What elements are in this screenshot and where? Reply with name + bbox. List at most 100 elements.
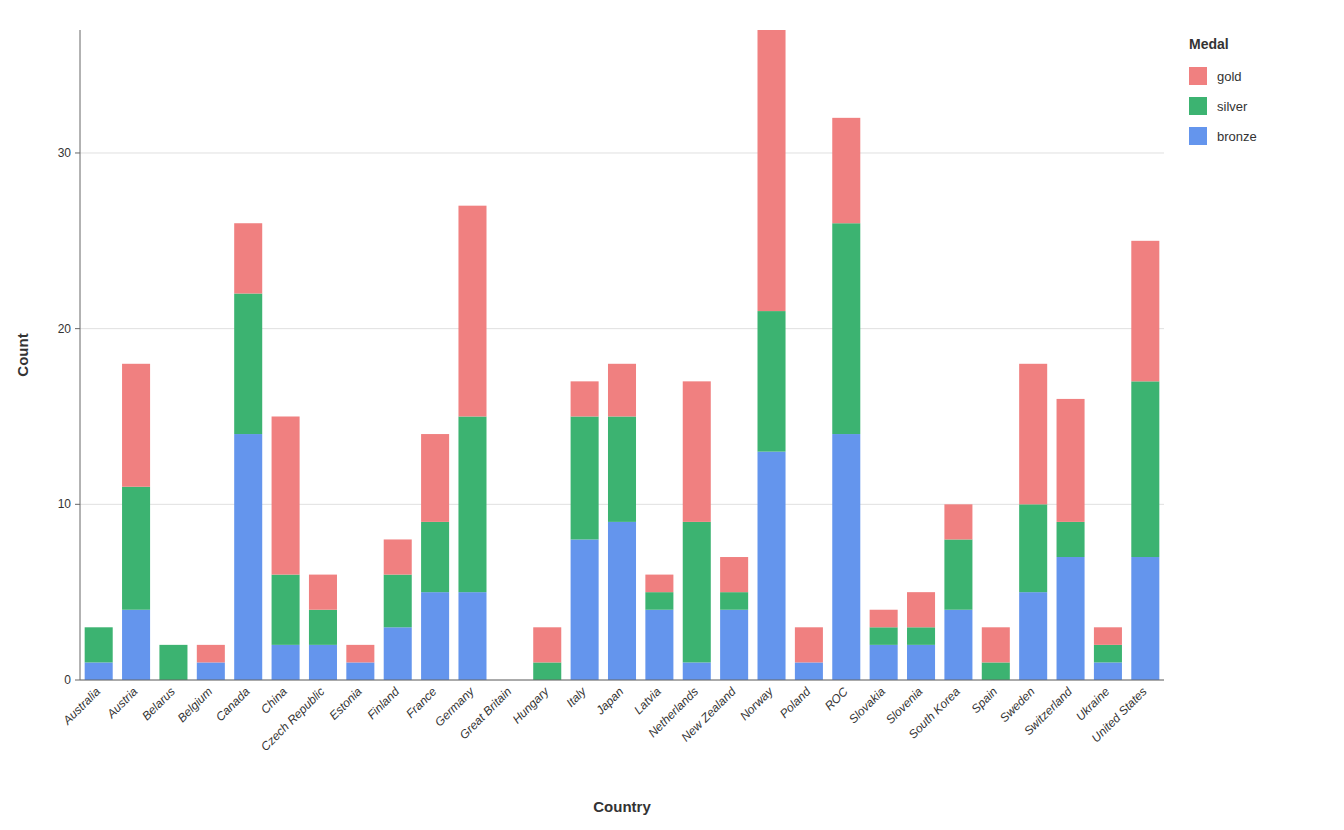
- bar-segment: [907, 592, 935, 627]
- x-tick-label: Austria: [103, 684, 140, 721]
- bar-segment: [1057, 557, 1085, 680]
- bar-segment: [758, 452, 786, 680]
- chart-svg: 0102030AustraliaAustriaBelarusBelgiumCan…: [0, 0, 1344, 830]
- bar-segment: [234, 434, 262, 680]
- bar-segment: [1057, 522, 1085, 557]
- x-tick-label: Czech Republic: [258, 684, 327, 753]
- bar-segment: [907, 645, 935, 680]
- bar-segment: [645, 610, 673, 680]
- x-tick-label: Canada: [213, 684, 253, 724]
- bar-segment: [1131, 241, 1159, 382]
- bar-segment: [346, 662, 374, 680]
- x-tick-label: Latvia: [631, 684, 664, 717]
- bar-segment: [870, 645, 898, 680]
- bar-segment: [608, 522, 636, 680]
- bar-segment: [85, 627, 113, 662]
- y-axis-title: Count: [14, 333, 31, 376]
- bar-segment: [421, 434, 449, 522]
- bar-segment: [944, 539, 972, 609]
- bar-segment: [683, 662, 711, 680]
- bar-segment: [571, 539, 599, 680]
- bar-segment: [832, 118, 860, 223]
- y-tick: [75, 152, 80, 153]
- bar-segment: [870, 627, 898, 645]
- bar-segment: [1094, 627, 1122, 645]
- bar-segment: [832, 434, 860, 680]
- bar-segment: [159, 644, 187, 645]
- bar-segment: [309, 575, 337, 610]
- bar-segment: [421, 592, 449, 680]
- x-tick-label: Italy: [564, 684, 590, 710]
- bar-segment: [870, 610, 898, 628]
- bar-segment: [1131, 557, 1159, 680]
- bar-segment: [309, 610, 337, 645]
- x-tick-label: Spain: [969, 684, 1001, 716]
- x-tick-label: Belgium: [175, 684, 216, 725]
- bar-segment: [1094, 662, 1122, 680]
- bar-segment: [982, 662, 1010, 680]
- y-tick-label: 30: [58, 146, 72, 160]
- bar-segment: [944, 610, 972, 680]
- x-tick-label: Japan: [593, 684, 627, 718]
- bar-segment: [85, 627, 113, 628]
- bar-segment: [85, 662, 113, 680]
- bar-segment: [421, 522, 449, 592]
- bar-segment: [533, 627, 561, 662]
- legend-label: gold: [1217, 69, 1242, 84]
- bar-segment: [159, 645, 187, 680]
- bar-segment: [309, 645, 337, 680]
- bar-segment: [795, 662, 823, 680]
- bar-segment: [197, 645, 225, 663]
- x-tick-label: Switzerland: [1021, 684, 1075, 738]
- bar-segment: [122, 610, 150, 680]
- bar-segment: [982, 627, 1010, 662]
- x-tick-label: Great Britain: [457, 684, 515, 742]
- bar-segment: [907, 627, 935, 645]
- x-tick-label: France: [403, 684, 440, 721]
- x-tick-label: South Korea: [906, 684, 963, 741]
- bar-segment: [1131, 381, 1159, 557]
- bar-segment: [608, 416, 636, 521]
- bar-segment: [720, 592, 748, 610]
- bar-segment: [720, 610, 748, 680]
- x-tick-label: Australia: [59, 684, 103, 728]
- legend: Medalgoldsilverbronze: [1189, 36, 1257, 145]
- bar-segment: [384, 627, 412, 680]
- bar-segment: [384, 575, 412, 628]
- bar-segment: [1019, 364, 1047, 505]
- x-tick-label: Hungary: [510, 684, 553, 727]
- bar-segment: [683, 381, 711, 522]
- bar-segment: [645, 575, 673, 593]
- bar-segment: [1019, 592, 1047, 680]
- bar-segment: [122, 487, 150, 610]
- grid-line: [80, 152, 1164, 153]
- legend-label: bronze: [1217, 129, 1257, 144]
- y-tick: [75, 680, 80, 681]
- bar-segment: [571, 381, 599, 416]
- x-tick-label: New Zealand: [679, 684, 739, 744]
- x-axis-title: Country: [593, 798, 651, 815]
- bar-segment: [683, 522, 711, 663]
- x-tick-label: ROC: [822, 684, 851, 713]
- x-tick-label: Estonia: [327, 684, 365, 722]
- x-tick-label: Slovakia: [846, 684, 888, 726]
- bar-segment: [272, 575, 300, 645]
- bar-segment: [346, 645, 374, 663]
- bar-segment: [720, 557, 748, 592]
- bar-segment: [384, 539, 412, 574]
- x-axis-line: [80, 680, 1164, 681]
- grid: [80, 153, 1164, 680]
- bar-segment: [197, 662, 225, 680]
- legend-swatch: [1189, 67, 1207, 85]
- x-tick-label: Belarus: [139, 684, 178, 723]
- y-tick-label: 20: [58, 322, 72, 336]
- x-tick-label: United States: [1089, 684, 1150, 745]
- bar-segment: [458, 592, 486, 680]
- bar-segment: [571, 416, 599, 539]
- bar-segment: [458, 416, 486, 592]
- y-tick-label: 10: [58, 497, 72, 511]
- y-tick: [75, 504, 80, 505]
- legend-label: silver: [1217, 99, 1248, 114]
- bar-segment: [608, 364, 636, 417]
- x-tick-label: Finland: [364, 684, 402, 722]
